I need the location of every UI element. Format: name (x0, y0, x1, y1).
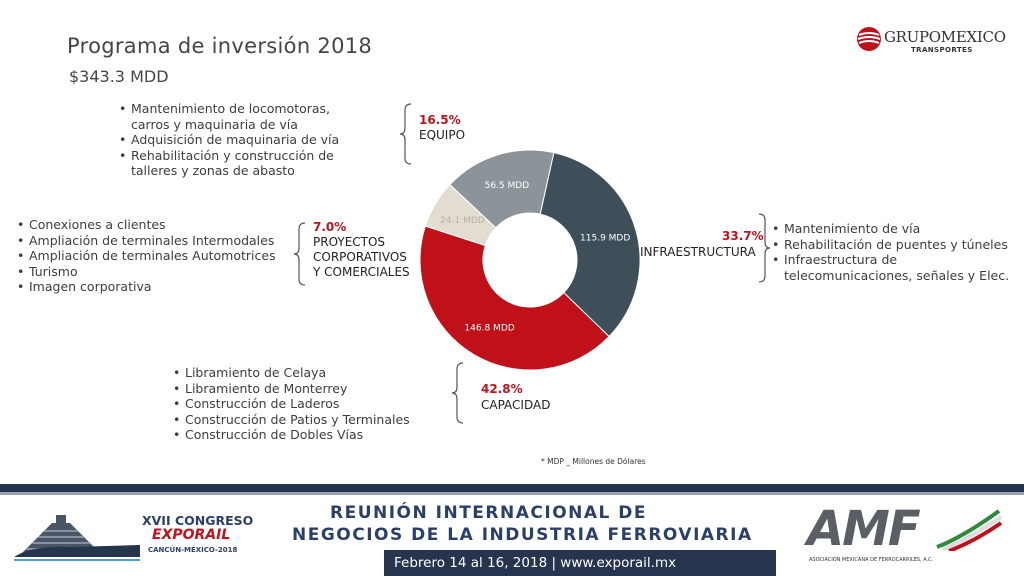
amf-logo-text: AMF (807, 501, 921, 557)
list-item: Ampliación de terminales Automotrices (15, 248, 295, 264)
proyectos-percent: 7.0% (313, 220, 347, 234)
brace-icon (758, 213, 771, 283)
list-item: Libramiento de Monterrey (171, 381, 441, 397)
footnote: * MDP _ Millones de Dólares (541, 457, 646, 466)
capacidad-percent: 42.8% (481, 382, 523, 396)
list-item: Mantenimiento de vía (770, 221, 1018, 237)
equipo-percent: 16.5% (419, 113, 461, 127)
equipo-list: Mantenimiento de locomotoras, carros y m… (117, 101, 357, 179)
equipo-label: EQUIPO (419, 128, 466, 142)
pyramid-train-icon (14, 515, 140, 561)
infraestructura-label: INFRAESTRUCTURA (640, 245, 756, 259)
list-item: Infraestructura de telecomunicaciones, s… (770, 252, 1018, 283)
list-item: Mantenimiento de locomotoras, carros y m… (117, 101, 357, 132)
event-dates-link[interactable]: Febrero 14 al 16, 2018 | www.exporail.mx (394, 555, 677, 571)
event-title-line3: CANCÚN-MÉXICO-2018 (148, 546, 238, 554)
brace-icon (399, 103, 412, 165)
proyectos-label-line1: PROYECTOS (313, 235, 386, 249)
list-item: Conexiones a clientes (15, 217, 295, 233)
amf-subtitle: ASOCIACIÓN MEXICANA DE FERROCARRILES, A.… (809, 557, 934, 563)
list-item: Construcción de Laderos (171, 396, 441, 412)
capacidad-list: Libramiento de Celaya Libramiento de Mon… (171, 365, 441, 443)
slice-value-label: 115.9 MDD (580, 233, 630, 243)
proyectos-list: Conexiones a clientes Ampliación de term… (15, 217, 295, 295)
event-title-line1: XVII CONGRESO (142, 513, 254, 528)
proyectos-label-line3: Y COMERCIALES (313, 265, 410, 279)
slice-equipo (449, 149, 555, 229)
list-item: Rehabilitación de puentes y túneles (770, 237, 1018, 253)
footer-stripe-thin (0, 492, 1024, 495)
grupo-mexico-logo: GRUPOMEXICO TRANSPORTES (856, 24, 1006, 58)
infraestructura-percent: 33.7% (722, 229, 764, 243)
page-title: Programa de inversión 2018 (67, 34, 373, 58)
investment-donut-chart: 115.9 MDD 146.8 MDD 24.1 MDD 56.5 MDD (419, 149, 641, 371)
slice-capacidad (419, 225, 610, 371)
slice-value-label: 24.1 MDD (440, 216, 485, 226)
list-item: Rehabilitación y construcción de tallere… (117, 148, 357, 179)
list-item: Ampliación de terminales Intermodales (15, 233, 295, 249)
list-item: Construcción de Dobles Vías (171, 427, 441, 443)
mexico-flag-swoosh-icon (936, 509, 1003, 551)
capacidad-label: CAPACIDAD (481, 398, 551, 412)
banner-line2: NEGOCIOS DE LA INDUSTRIA FERROVIARIA (292, 525, 753, 545)
footer-stripe (0, 484, 1024, 492)
slice-value-label: 56.5 MDD (485, 181, 530, 191)
list-item: Construcción de Patios y Terminales (171, 412, 441, 428)
list-item: Adquisición de maquinaria de vía (117, 132, 357, 148)
logo-name: GRUPOMEXICO (884, 28, 1006, 46)
exporail-logo: XVII CONGRESO EXPORAIL CANCÚN-MÉXICO-201… (12, 503, 262, 565)
list-item: Libramiento de Celaya (171, 365, 441, 381)
grupo-mexico-emblem-icon (857, 27, 881, 51)
logo-subtitle: TRANSPORTES (911, 46, 973, 54)
slice-infraestructura (539, 152, 641, 338)
list-item: Turismo (15, 264, 295, 280)
banner-line1: REUNIÓN INTERNACIONAL DE (330, 503, 648, 523)
amf-logo: AMF ASOCIACIÓN MEXICANA DE FERROCARRILES… (805, 501, 1005, 569)
infraestructura-list: Mantenimiento de vía Rehabilitación de p… (770, 221, 1018, 283)
dates-bar: Febrero 14 al 16, 2018 | www.exporail.mx (384, 550, 776, 576)
page-subtitle: $343.3 MDD (69, 67, 169, 86)
list-item: Imagen corporativa (15, 279, 295, 295)
proyectos-label-line2: CORPORATIVOS (313, 250, 407, 264)
slice-value-label: 146.8 MDD (464, 323, 514, 333)
brace-icon (451, 362, 464, 424)
event-title-line2: EXPORAIL (152, 527, 231, 543)
brace-icon (293, 222, 306, 286)
